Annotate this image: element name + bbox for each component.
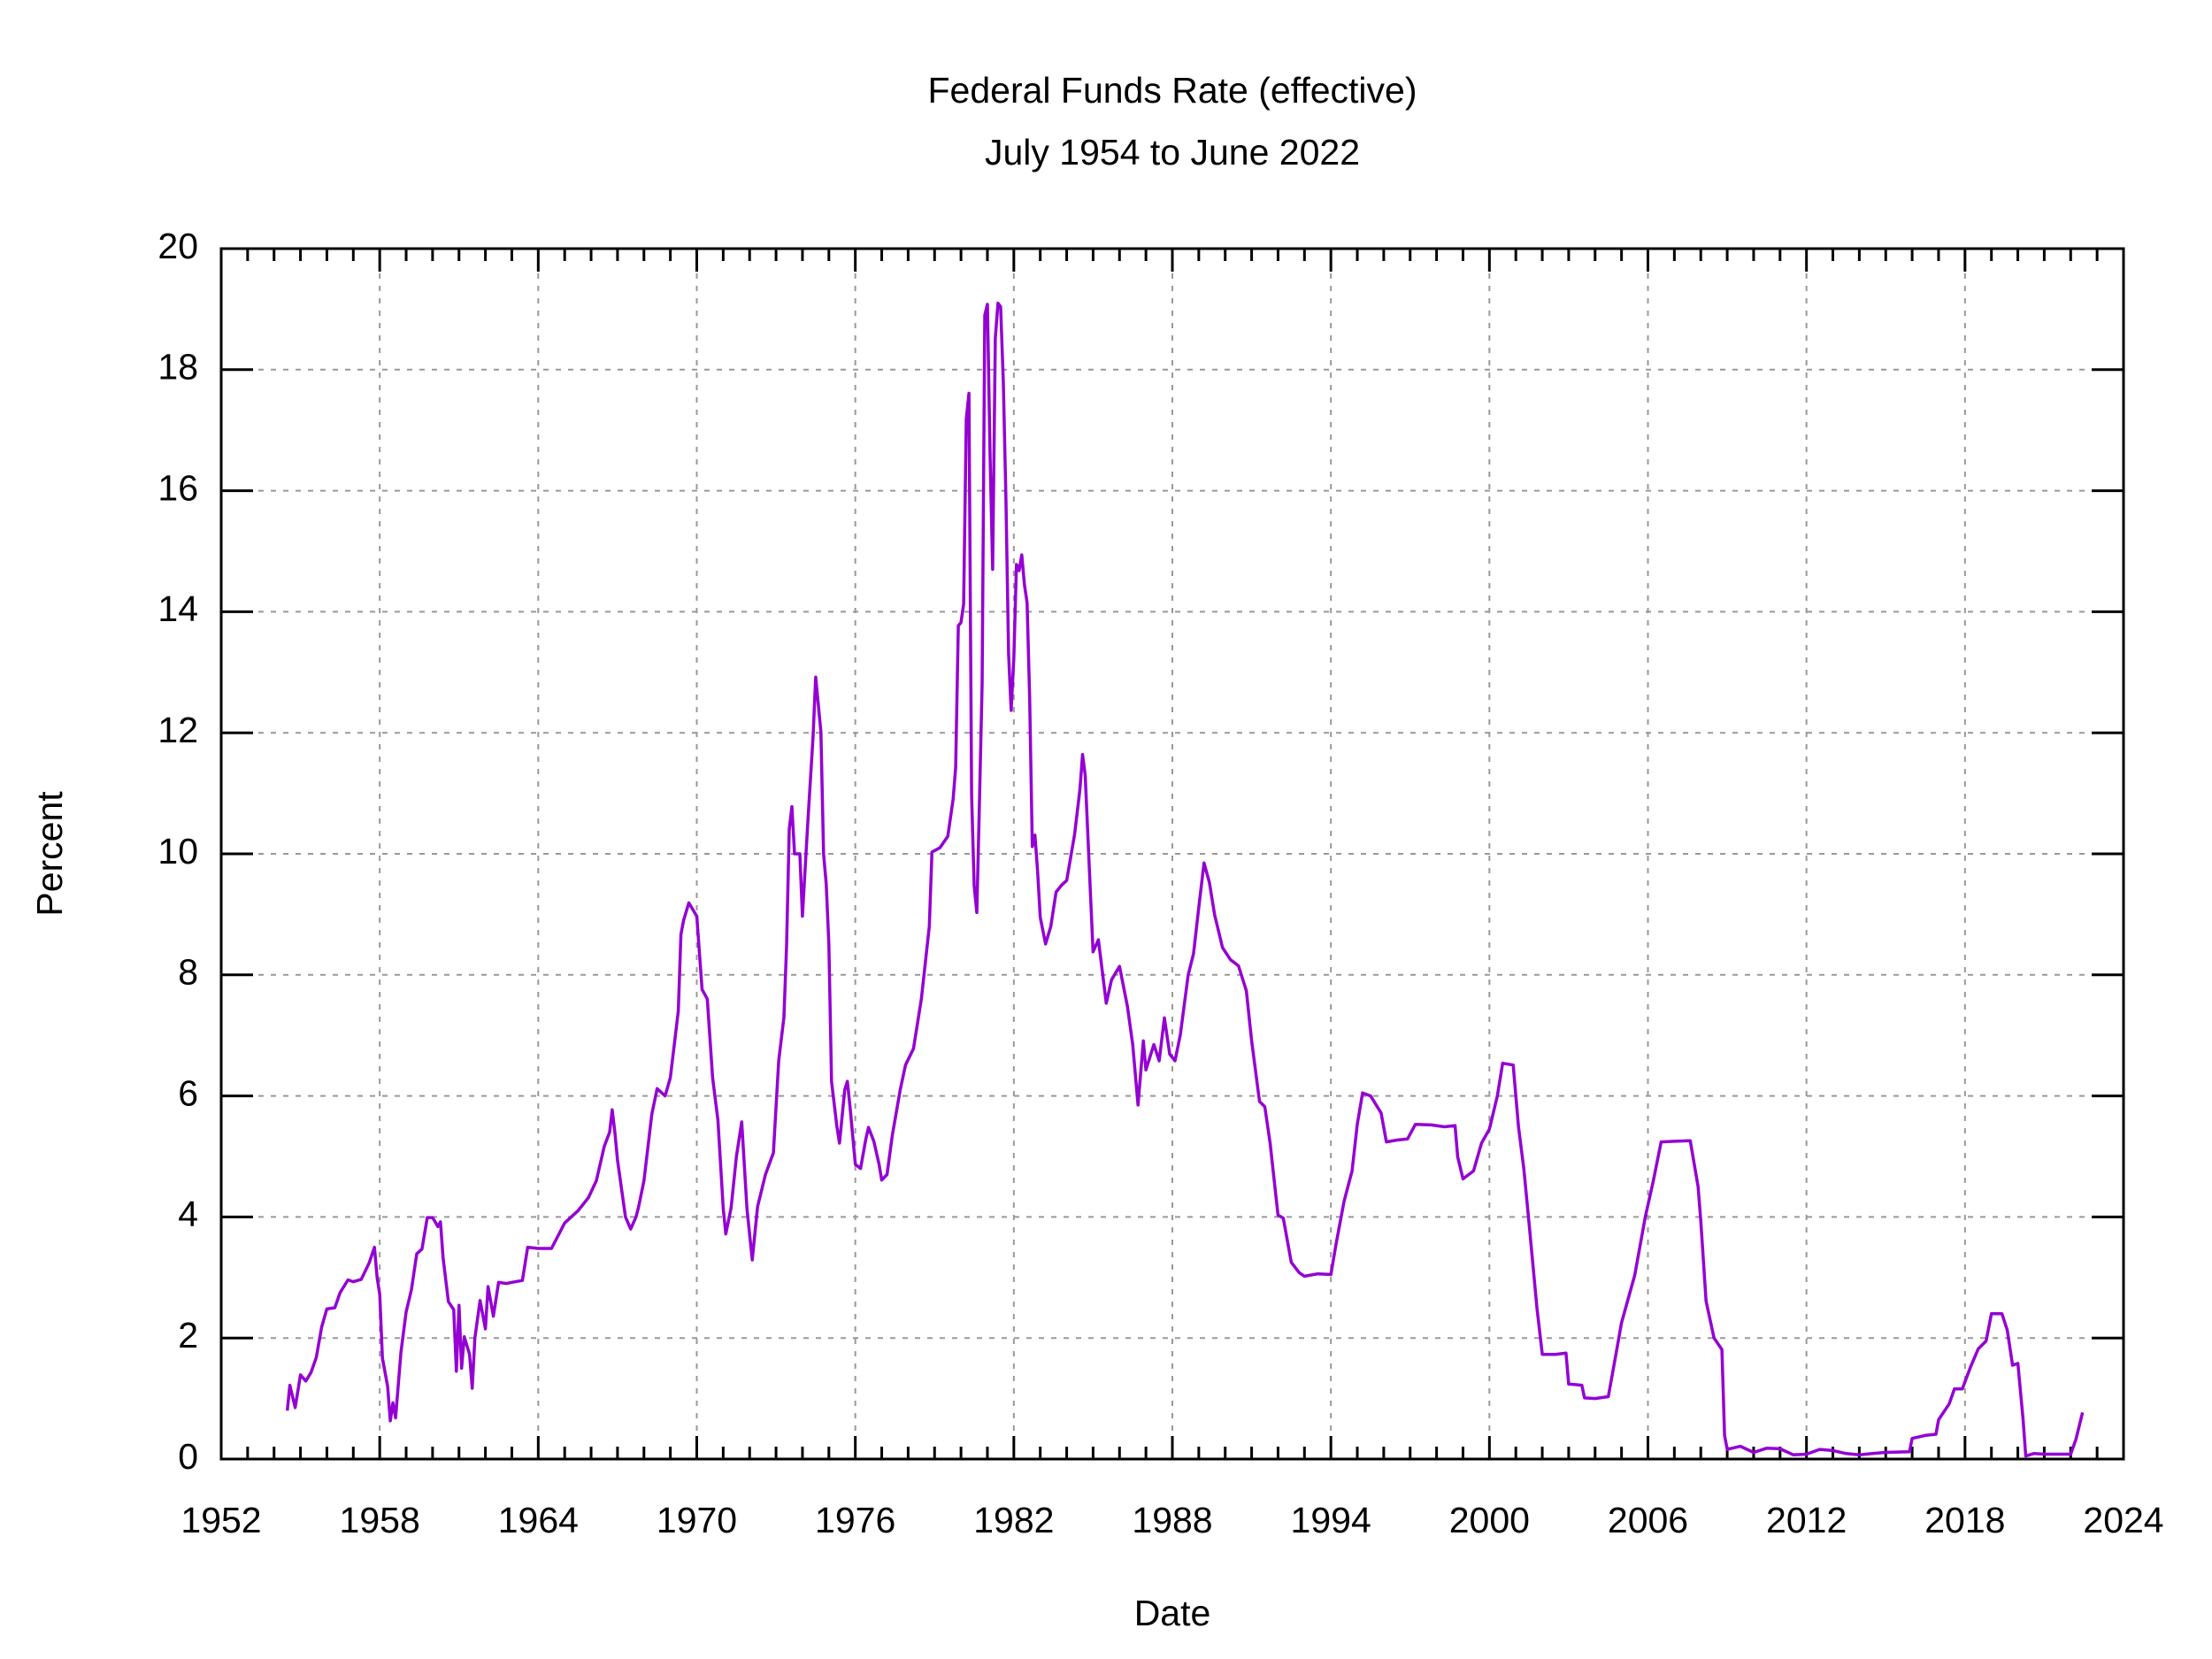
y-axis-label: Percent	[29, 791, 70, 917]
x-tick-label: 1982	[973, 1500, 1054, 1540]
chart-title: Federal Funds Rate (effective)	[928, 70, 1417, 111]
x-tick-label: 1988	[1132, 1500, 1212, 1540]
x-tick-label: 2018	[1924, 1500, 2005, 1540]
y-tick-label: 16	[157, 467, 198, 508]
x-tick-label: 2000	[1449, 1500, 1530, 1540]
chart-subtitle: July 1954 to June 2022	[985, 132, 1360, 173]
x-tick-label: 1964	[498, 1500, 579, 1540]
plot-frame	[219, 247, 2125, 1461]
x-axis-label: Date	[1134, 1593, 1211, 1633]
y-tick-label: 2	[178, 1315, 198, 1356]
y-tick-label: 6	[178, 1072, 198, 1113]
x-tick-label: 1970	[657, 1500, 737, 1540]
y-tick-label: 4	[178, 1194, 198, 1234]
x-tick-label: 2006	[1608, 1500, 1688, 1540]
y-tick-label: 0	[178, 1436, 198, 1477]
x-tick-label: 1976	[815, 1500, 895, 1540]
y-tick-label: 8	[178, 952, 198, 993]
y-tick-label: 20	[157, 226, 198, 266]
y-tick-label: 14	[157, 588, 198, 629]
x-tick-label: 2024	[2083, 1500, 2163, 1540]
x-tick-label: 1994	[1291, 1500, 1371, 1540]
x-tick-label: 2012	[1766, 1500, 1847, 1540]
x-tick-label: 1952	[180, 1500, 261, 1540]
rate-line	[285, 301, 2085, 1458]
y-tick-label: 10	[157, 831, 198, 872]
y-tick-label: 18	[157, 347, 198, 388]
y-tick-label: 12	[157, 710, 198, 750]
x-tick-label: 1958	[340, 1500, 420, 1540]
